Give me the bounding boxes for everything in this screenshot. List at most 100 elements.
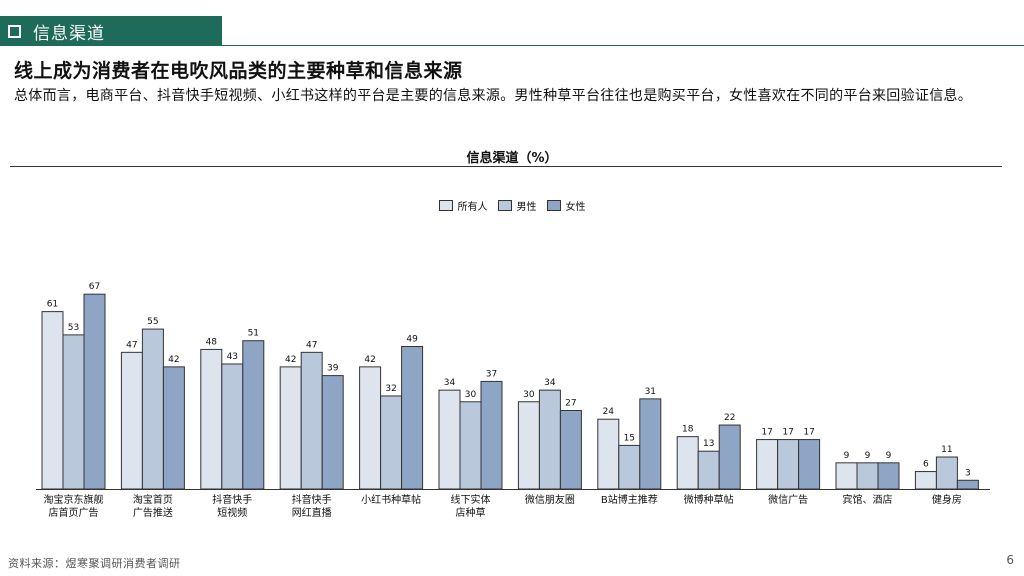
legend-item-male: 男性 [497, 198, 537, 213]
bar-7-series-2 [538, 389, 561, 490]
bar-2-series-3 [162, 366, 185, 490]
bar-chart: 615367淘宝京东旗舰店首页广告475542淘宝首页广告推送484351抖音快… [36, 282, 990, 519]
data-label-12-series-3: 3 [965, 468, 971, 478]
data-label-2-series-3: 42 [168, 355, 179, 365]
bar-3-series-1 [200, 348, 223, 490]
header-divider [222, 45, 1024, 46]
data-label-7-series-2: 34 [544, 378, 556, 388]
category-label-4-line-1: 抖音快手 [292, 493, 332, 506]
data-label-10-series-2: 17 [782, 428, 793, 438]
data-label-5-series-2: 32 [385, 384, 396, 394]
bar-9-series-3 [718, 424, 741, 490]
category-label-1-line-2: 店首页广告 [49, 506, 99, 519]
bar-4-series-3 [321, 375, 344, 490]
data-label-12-series-1: 6 [923, 460, 929, 470]
bar-6-series-1 [438, 389, 461, 490]
data-label-9-series-2: 13 [703, 439, 714, 449]
source-note: 资料来源：煜寒聚调研消费者调研 [8, 557, 181, 570]
bar-9-series-2 [697, 450, 720, 490]
data-label-5-series-1: 42 [364, 355, 375, 365]
category-label-1-line-1: 淘宝京东旗舰 [44, 493, 104, 506]
data-label-4-series-2: 47 [306, 340, 317, 350]
data-label-1-series-1: 61 [47, 300, 58, 310]
data-label-9-series-3: 22 [724, 413, 735, 423]
page-title: 线上成为消费者在电吹风品类的主要种草和信息来源 [14, 60, 463, 82]
data-label-12-series-2: 11 [941, 445, 952, 455]
bar-10-series-3 [798, 439, 821, 490]
category-label-3-line-2: 短视频 [217, 506, 247, 519]
bar-1-series-1 [41, 311, 64, 490]
data-label-2-series-2: 55 [147, 317, 158, 327]
category-label-6-line-2: 店种草 [456, 506, 486, 519]
data-label-5-series-3: 49 [406, 335, 418, 345]
section-title: 信息渠道 [33, 23, 105, 44]
bar-2-series-2 [141, 328, 164, 490]
category-label-7-line-1: 微信朋友圈 [525, 493, 575, 506]
data-label-6-series-2: 30 [465, 390, 477, 400]
page-number: 6 [1006, 553, 1014, 567]
data-label-6-series-1: 34 [444, 378, 456, 388]
category-label-2-line-1: 淘宝首页 [133, 493, 173, 506]
category-label-9-line-1: 微博种草帖 [684, 493, 734, 506]
data-label-7-series-3: 27 [565, 398, 576, 408]
chart-title: 信息渠道（%） [466, 151, 558, 166]
page-subtitle: 总体而言，电商平台、抖音快手短视频、小红书这样的平台是主要的信息来源。男性种草平… [14, 88, 973, 104]
category-label-4-line-2: 网红直播 [292, 506, 332, 519]
legend-swatch-female [546, 200, 561, 211]
legend-label-female: 女性 [565, 202, 586, 213]
bar-7-series-1 [517, 401, 540, 490]
category-label-3-line-1: 抖音快手 [212, 493, 252, 506]
data-label-3-series-1: 48 [206, 337, 218, 347]
bar-5-series-2 [380, 395, 403, 490]
bar-8-series-1 [597, 418, 620, 490]
data-label-2-series-1: 47 [126, 340, 137, 350]
square-icon [8, 24, 21, 38]
bar-8-series-3 [639, 398, 662, 490]
data-label-1-series-2: 53 [68, 323, 79, 333]
bar-4-series-1 [279, 366, 302, 490]
data-label-1-series-3: 67 [89, 282, 100, 292]
bar-3-series-2 [221, 363, 244, 490]
bar-7-series-3 [559, 409, 582, 490]
bar-10-series-2 [777, 439, 800, 490]
bar-9-series-1 [676, 436, 699, 490]
bar-2-series-1 [120, 351, 143, 490]
bar-11-series-2 [856, 462, 879, 490]
data-label-3-series-2: 43 [227, 352, 238, 362]
bar-12-series-2 [935, 456, 958, 490]
data-label-10-series-3: 17 [803, 428, 814, 438]
legend-label-male: 男性 [516, 202, 537, 213]
bar-10-series-1 [756, 439, 779, 490]
bar-5-series-3 [401, 346, 424, 490]
category-label-8-line-1: B站博主推荐 [601, 493, 658, 506]
data-label-7-series-1: 30 [523, 390, 535, 400]
chart-title-divider [10, 166, 1002, 167]
chart-legend: 所有人 男性 女性 [0, 198, 1024, 213]
legend-label-all: 所有人 [457, 202, 488, 213]
section-tab: 信息渠道 [0, 16, 222, 46]
bar-6-series-2 [459, 401, 482, 490]
bar-5-series-1 [359, 366, 382, 490]
category-label-6-line-1: 线下实体 [451, 493, 491, 506]
bar-3-series-3 [242, 340, 265, 490]
legend-item-female: 女性 [546, 198, 586, 213]
data-label-11-series-3: 9 [886, 451, 892, 461]
bar-11-series-3 [877, 462, 900, 490]
legend-swatch-all [438, 200, 453, 211]
bar-4-series-2 [300, 351, 323, 490]
category-label-11-line-1: 宾馆、酒店 [843, 493, 893, 506]
bar-1-series-2 [62, 334, 85, 490]
legend-item-all: 所有人 [438, 198, 488, 213]
data-label-11-series-1: 9 [844, 451, 850, 461]
bar-12-series-1 [914, 471, 937, 490]
data-label-6-series-3: 37 [486, 369, 497, 379]
data-label-8-series-3: 31 [645, 387, 656, 397]
category-label-5-line-1: 小红书种草帖 [361, 493, 421, 506]
category-label-2-line-2: 广告推送 [133, 506, 173, 519]
category-label-10-line-1: 微信广告 [768, 493, 808, 506]
data-label-8-series-1: 24 [603, 407, 615, 417]
bar-6-series-3 [480, 380, 503, 490]
data-label-8-series-2: 15 [624, 433, 635, 443]
data-label-10-series-1: 17 [761, 428, 772, 438]
bar-8-series-2 [618, 444, 641, 490]
